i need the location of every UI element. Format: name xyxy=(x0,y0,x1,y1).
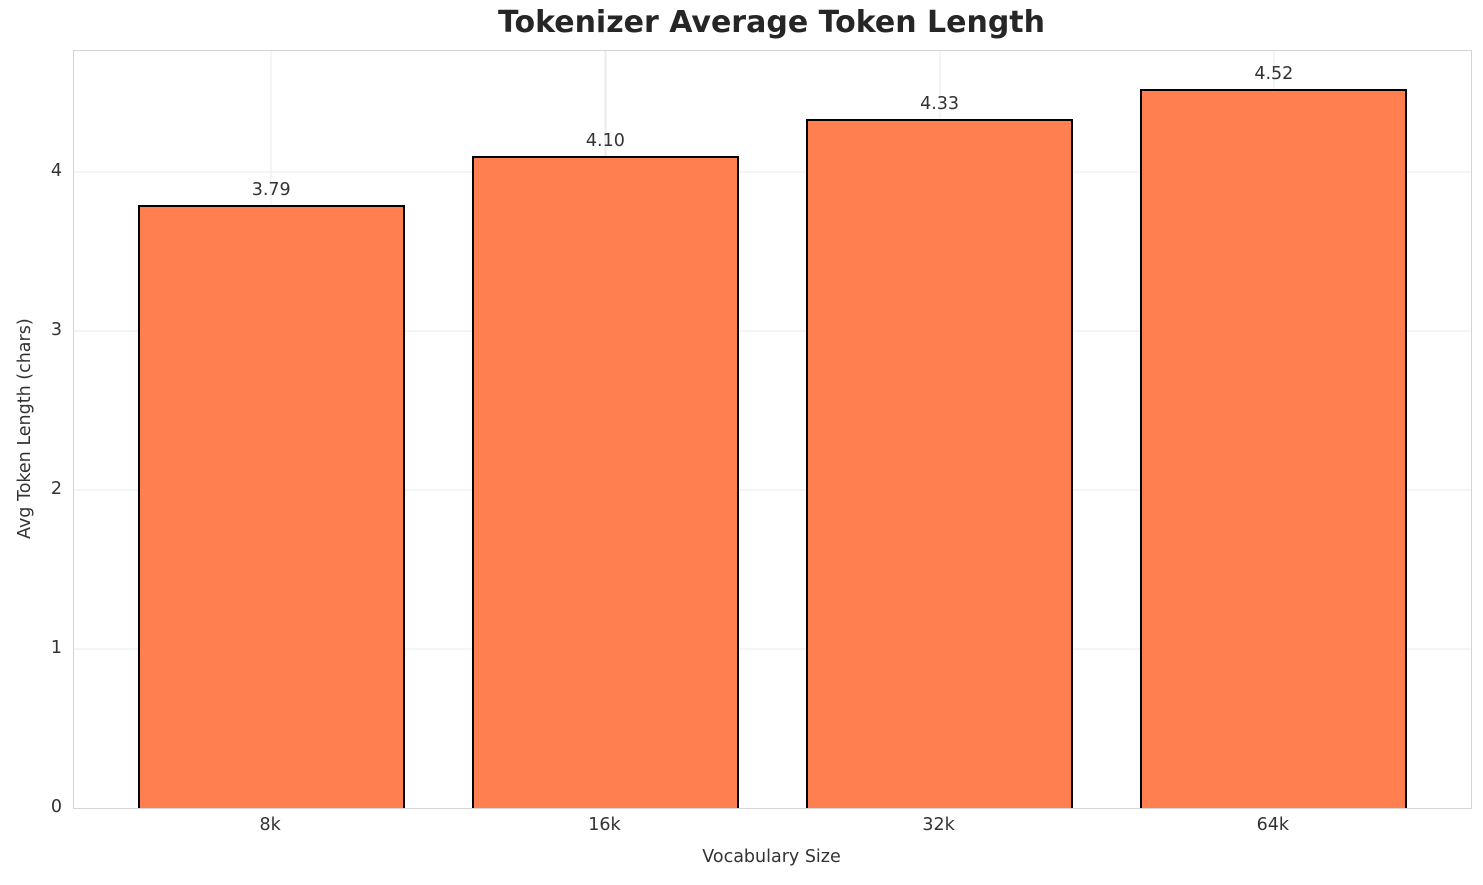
y-tick-label-0: 0 xyxy=(50,797,62,817)
h-gridline-1 xyxy=(74,648,1471,650)
h-gridline-3 xyxy=(74,330,1471,332)
bar-value-label-8k: 3.79 xyxy=(251,180,291,201)
h-gridline-2 xyxy=(74,489,1471,491)
h-gridline-4 xyxy=(74,171,1471,173)
x-axis-label: Vocabulary Size xyxy=(702,847,841,867)
y-axis-label: Avg Token Length (chars) xyxy=(15,318,35,539)
bar-32k xyxy=(805,119,1074,808)
x-tick-label-64k: 64k xyxy=(1256,815,1290,835)
chart-title: Tokenizer Average Token Length xyxy=(497,5,1045,40)
bar-64k xyxy=(1140,89,1408,808)
y-tick-label-2: 2 xyxy=(50,478,62,499)
y-tick-label-1: 1 xyxy=(50,637,62,658)
x-tick-label-8k: 8k xyxy=(259,815,281,835)
y-tick-label-4: 4 xyxy=(50,160,62,181)
bar-value-label-16k: 4.10 xyxy=(585,130,625,151)
x-tick-label-16k: 16k xyxy=(588,815,621,835)
plot-area: 3.79 4.10 4.33 4.52 xyxy=(73,50,1472,809)
y-tick-label-3: 3 xyxy=(50,319,62,340)
bar-value-label-32k: 4.33 xyxy=(920,94,960,115)
bar-8k xyxy=(137,205,405,808)
bar-16k xyxy=(471,155,740,808)
bar-value-label-64k: 4.52 xyxy=(1254,64,1294,85)
x-tick-label-32k: 32k xyxy=(922,815,955,835)
